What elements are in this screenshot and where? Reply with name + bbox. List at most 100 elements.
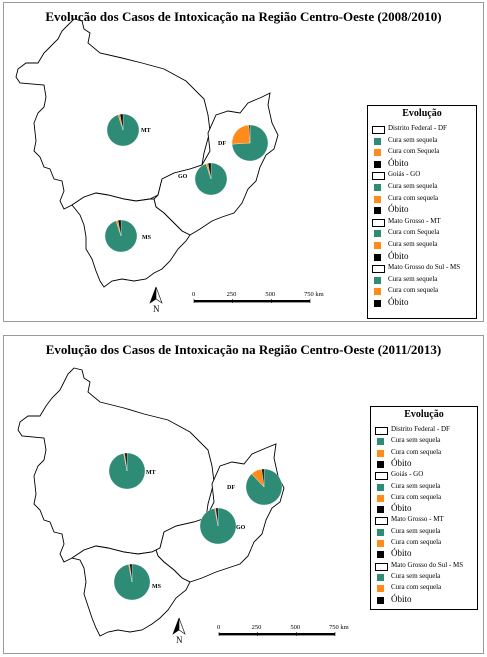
legend-label: Óbito	[391, 593, 412, 604]
legend-swatch-icon	[374, 137, 381, 145]
pie-chart-df	[231, 124, 269, 162]
legend-label: Mato Grosso do Sul - MS	[391, 560, 464, 569]
legend-swatch-icon	[377, 438, 384, 446]
pie-slice-obito	[124, 452, 128, 472]
pie-slice-obito	[129, 563, 133, 583]
legend-label: Óbito	[388, 250, 409, 261]
legend-label: Mato Grosso - MT	[391, 515, 444, 524]
legend-label: Óbito	[391, 503, 412, 514]
legend-label: Cura sem sequela	[391, 571, 441, 580]
legend-swatch-icon	[374, 253, 381, 261]
legend-swatch-icon	[374, 300, 381, 307]
legend-swatch-icon	[374, 160, 381, 168]
legend-swatch-icon	[377, 585, 384, 593]
legend-label: Cura sem sequela	[391, 436, 441, 445]
legend-swatch-icon	[374, 149, 381, 157]
scale-tick-label: 0	[217, 624, 220, 631]
legend-swatch-icon	[374, 242, 381, 249]
legend-swatch-icon	[377, 483, 384, 491]
state-label-df: DF	[227, 485, 235, 491]
legend-swatch-icon	[377, 540, 384, 547]
centro-oeste-map: MT GO MS DF N 0 250 500 750 km	[15, 18, 324, 314]
legend-label: Goiás - GO	[391, 470, 424, 479]
legend-label: Óbito	[388, 204, 409, 215]
legend-label: Cura sem sequela	[391, 526, 441, 535]
legend-label: Cura com sequela	[388, 286, 439, 295]
scale-tick-label: 750 km	[329, 624, 349, 631]
legend-group-box-icon	[372, 218, 385, 227]
legend-swatch-icon	[377, 494, 384, 502]
legend-swatch-icon	[374, 195, 381, 203]
state-label-go: GO	[178, 174, 188, 180]
north-label: N	[153, 304, 160, 314]
legend-title: Evolução	[404, 409, 444, 420]
state-label-mt: MT	[141, 128, 151, 134]
pie-chart-df	[245, 468, 283, 506]
scale-tick-label: 750 km	[304, 291, 324, 298]
legend-swatch-icon	[374, 276, 381, 284]
north-label: N	[176, 635, 183, 645]
pie-slice-obito	[119, 113, 124, 131]
legend-label: Óbito	[391, 548, 412, 559]
legend-group-box-icon	[372, 172, 385, 181]
state-label-ms: MS	[142, 235, 152, 241]
legend-label: Distrito Federal - DF	[391, 425, 450, 433]
legend-label: Mato Grosso do Sul - MS	[388, 263, 461, 272]
legend-label: Cura sem sequela	[388, 182, 438, 190]
legend-swatch-icon	[374, 288, 381, 296]
legend-swatch-icon	[377, 551, 384, 559]
pie-chart-ms	[113, 563, 151, 601]
legend-label: Cura com Sequela	[388, 147, 440, 156]
scale-tick-label: 500	[290, 624, 300, 631]
scale-bar: 0 250 500 750 km	[192, 291, 324, 303]
pie-slice-obito	[261, 468, 265, 488]
pie-slice-obito	[207, 162, 212, 180]
legend-label: Óbito	[388, 297, 409, 307]
pie-slice-obito	[117, 219, 122, 237]
state-label-go: GO	[236, 525, 246, 531]
legend-label: Óbito	[388, 157, 409, 168]
legend: Evolução Distrito Federal - DF Cura sem s…	[370, 406, 478, 610]
legend-swatch-icon	[377, 506, 384, 514]
legend-swatch-icon	[374, 230, 381, 238]
pie-chart-go	[194, 162, 228, 196]
pie-chart-mt	[108, 452, 146, 490]
legend-label: Óbito	[391, 457, 412, 468]
legend-label: Cura sem sequela	[388, 240, 438, 248]
legend-label: Cura sem sequela	[388, 135, 438, 144]
state-label-df: DF	[218, 141, 226, 147]
legend-group-box-icon	[375, 562, 388, 571]
pie-slice-obito	[248, 124, 251, 144]
legend-label: Cura com sequela	[388, 193, 439, 202]
legend-label: Cura sem sequela	[391, 481, 441, 490]
state-label-mt: MT	[146, 470, 156, 476]
legend-swatch-icon	[377, 449, 384, 457]
scale-tick-label: 250	[252, 624, 262, 631]
legend-group-box-icon	[375, 472, 388, 481]
state-label-ms: MS	[152, 584, 162, 590]
pie-slice-obito	[215, 507, 219, 527]
map-title: Evolução dos Casos de Intoxicação na Reg…	[45, 342, 442, 357]
scale-tick-label: 500	[265, 291, 275, 298]
legend-label: Cura com Sequela	[388, 228, 440, 237]
map-panel-2011-2013: Evolução dos Casos de Intoxicação na Reg…	[3, 335, 484, 654]
state-mt	[15, 18, 211, 210]
legend: Evolução Distrito Federal - DF Cura sem s…	[367, 105, 477, 319]
legend-group-box-icon	[372, 126, 385, 134]
legend-swatch-icon	[377, 528, 384, 536]
pie-chart-go	[199, 507, 237, 545]
scale-tick-label: 250	[227, 291, 237, 298]
legend-label: Cura com sequela	[391, 492, 442, 501]
legend-label: Cura com sequela	[391, 538, 442, 546]
pie-chart-ms	[104, 219, 138, 253]
north-arrow-icon: N	[172, 617, 186, 645]
legend-swatch-icon	[377, 596, 384, 604]
north-arrow-icon: N	[149, 286, 163, 314]
legend-label: Cura com sequela	[391, 583, 442, 592]
legend-swatch-icon	[377, 573, 384, 581]
legend-swatch-icon	[374, 184, 381, 191]
legend-label: Cura sem sequela	[388, 274, 438, 283]
legend-swatch-icon	[374, 207, 381, 215]
legend-label: Cura com sequela	[391, 447, 442, 456]
map-panel-2008-2010: Evolução dos Casos de Intoxicação na Reg…	[3, 2, 484, 322]
